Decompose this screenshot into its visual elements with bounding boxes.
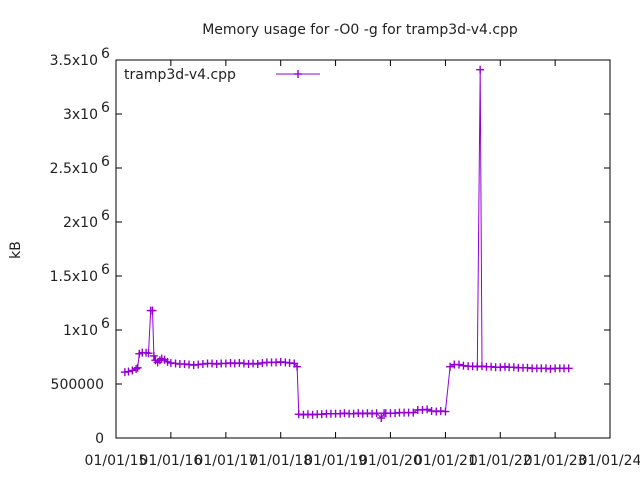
data-point <box>132 364 141 373</box>
y-tick-exponent: 6 <box>101 316 110 332</box>
y-tick-label: 0 <box>95 431 104 447</box>
data-point <box>372 409 381 418</box>
data-point <box>476 65 485 74</box>
y-tick-label: 3.5x10 <box>50 53 98 69</box>
x-tick-label: 01/01/24 <box>579 453 640 469</box>
x-tick-label: 01/01/15 <box>85 453 148 469</box>
data-point <box>253 360 262 369</box>
y-tick-exponent: 6 <box>101 154 110 170</box>
data-point <box>144 349 153 358</box>
data-point <box>564 364 573 373</box>
y-tick-label: 2.5x10 <box>50 161 98 177</box>
data-point <box>377 414 386 423</box>
x-tick-label: 01/01/17 <box>194 453 257 469</box>
y-tick-exponent: 6 <box>101 100 110 116</box>
x-axis-ticks: 01/01/1501/01/1601/01/1701/01/1801/01/19… <box>85 60 640 469</box>
data-point <box>148 306 157 315</box>
y-tick-label: 2x10 <box>63 215 98 231</box>
x-tick-label: 01/01/23 <box>524 453 587 469</box>
x-tick-label: 01/01/20 <box>359 453 422 469</box>
data-point <box>124 367 133 376</box>
x-tick-label: 01/01/19 <box>304 453 367 469</box>
x-tick-label: 01/01/21 <box>414 453 477 469</box>
y-tick-label: 1.5x10 <box>50 269 98 285</box>
chart-title: Memory usage for -O0 -g for tramp3d-v4.c… <box>202 22 518 38</box>
plot-frame <box>115 59 611 439</box>
legend-label: tramp3d-v4.cpp <box>124 67 236 83</box>
data-point <box>128 366 137 375</box>
data-point <box>293 362 302 371</box>
y-tick-exponent: 6 <box>101 208 110 224</box>
data-point <box>441 407 450 416</box>
legend: tramp3d-v4.cpp <box>124 67 320 83</box>
data-point <box>446 362 455 371</box>
x-tick-label: 01/01/22 <box>469 453 532 469</box>
y-tick-label: 3x10 <box>63 107 98 123</box>
y-tick-exponent: 6 <box>101 262 110 278</box>
x-tick-label: 01/01/18 <box>249 453 312 469</box>
data-point <box>423 405 432 414</box>
data-point <box>133 363 142 372</box>
data-point <box>409 408 418 417</box>
data-point <box>454 360 463 369</box>
y-tick-label: 1x10 <box>63 323 98 339</box>
data-point <box>149 351 158 360</box>
legend-line-sample <box>276 70 320 78</box>
series-layer <box>120 65 573 423</box>
y-tick-label: 500000 <box>51 377 104 393</box>
x-tick-label: 01/01/16 <box>139 453 202 469</box>
y-axis-label: kB <box>8 241 24 259</box>
y-tick-exponent: 6 <box>101 46 110 62</box>
